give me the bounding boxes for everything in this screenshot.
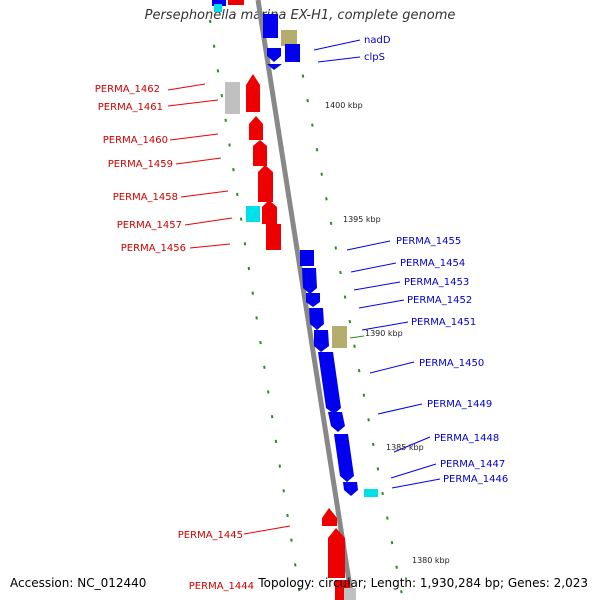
scale-tick-label: 1385 kbp [386,443,424,452]
genome-summary-text: Topology: circular; Length: 1,930,284 bp… [258,576,588,590]
gene-feature[interactable] [306,293,320,307]
gene-feature[interactable] [225,82,240,114]
gene-feature[interactable] [314,330,329,352]
gene-feature[interactable] [266,224,281,250]
gene-feature[interactable] [214,4,222,12]
gene-label: PERMA_1445 [178,530,243,541]
gene-label: PERMA_1458 [113,192,178,203]
gene-feature[interactable] [281,30,297,46]
gene-label: PERMA_1448 [434,433,499,444]
gene-label: PERMA_1453 [404,277,469,288]
gene-feature[interactable] [302,268,317,294]
gene-feature[interactable] [328,412,345,432]
gene-label: PERMA_1447 [440,459,505,470]
gene-feature[interactable] [263,14,278,38]
gene-feature[interactable] [212,0,226,6]
gene-feature[interactable] [246,74,260,112]
gene-label: PERMA_1462 [95,84,160,95]
gene-label: PERMA_1460 [103,135,168,146]
gene-label: PERMA_1461 [98,102,163,113]
gene-feature[interactable] [249,116,263,140]
map-title: Persephonella marina EX-H1, complete gen… [144,8,456,23]
gene-label: PERMA_1444 [189,581,254,592]
gene-label: PERMA_1451 [411,317,476,328]
scale-tick-label: 1400 kbp [325,101,363,110]
gene-feature[interactable] [285,44,300,62]
gene-feature[interactable] [364,489,378,497]
gene-feature[interactable] [344,588,356,600]
gene-label: clpS [364,52,385,63]
gene-feature[interactable] [334,434,354,482]
gene-feature[interactable] [328,528,345,578]
gene-label: PERMA_1454 [400,258,465,269]
gene-feature[interactable] [267,64,282,70]
gene-feature[interactable] [300,250,314,266]
gene-feature[interactable] [246,206,260,222]
scale-tick-label: 1380 kbp [412,556,450,565]
scale-tick-label: 1395 kbp [343,215,381,224]
gene-feature[interactable] [253,140,267,166]
gene-feature[interactable] [228,0,244,5]
gene-feature[interactable] [322,508,337,526]
gene-feature[interactable] [262,200,277,224]
gene-feature[interactable] [309,308,324,330]
gene-label: PERMA_1455 [396,236,461,247]
gene-label: PERMA_1449 [427,399,492,410]
gene-label: nadD [364,35,391,46]
gene-feature[interactable] [267,48,281,62]
outer-dotted-scale [297,49,403,596]
gene-feature[interactable] [332,326,347,348]
gene-feature[interactable] [318,352,341,414]
gene-label: PERMA_1459 [108,159,173,170]
gene-label: PERMA_1456 [121,243,186,254]
genome-backbone [255,0,355,600]
scale-tick-label: 1390 kbp [365,329,403,338]
gene-feature[interactable] [343,482,358,496]
accession-text: Accession: NC_012440 [10,576,147,590]
gene-label: PERMA_1450 [419,358,484,369]
gene-label: PERMA_1446 [443,474,508,485]
gene-label: PERMA_1452 [407,295,472,306]
gene-label: PERMA_1457 [117,220,182,231]
gene-feature[interactable] [258,165,273,202]
